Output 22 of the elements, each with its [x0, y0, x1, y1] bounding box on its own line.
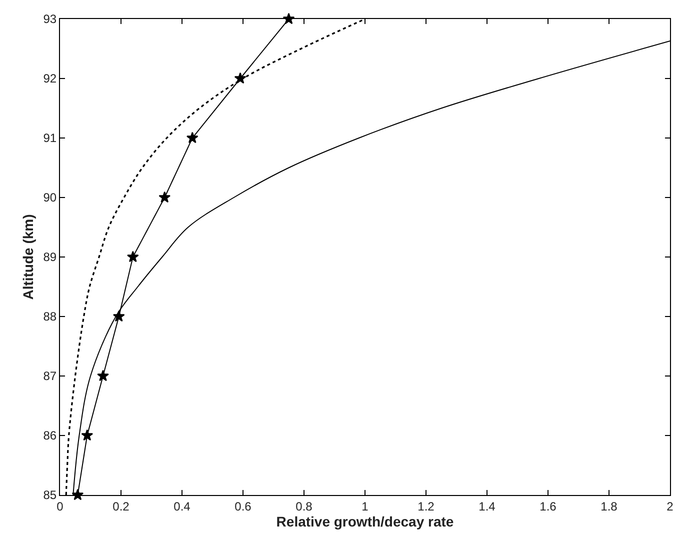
x-tick-label: 1.6 [540, 499, 557, 514]
y-tick-label: 89 [43, 250, 57, 264]
x-tick-label: 1.8 [600, 499, 618, 514]
x-tick-label: 0.8 [296, 499, 313, 514]
x-tick-label: 0.2 [112, 499, 130, 514]
x-tick-label: 0.4 [174, 499, 191, 514]
y-tick-label: 92 [43, 72, 57, 86]
y-tick-label: 88 [43, 310, 57, 324]
x-tick-label: 1 [362, 499, 369, 514]
x-axis-title: Relative growth/decay rate [276, 514, 454, 530]
y-tick-label: 90 [43, 190, 57, 205]
y-tick-label: 86 [43, 428, 57, 443]
x-tick-label: 1.2 [418, 499, 435, 514]
x-tick-label: 0.6 [234, 499, 252, 514]
y-tick-label: 91 [43, 131, 57, 146]
y-tick-label: 85 [43, 488, 57, 502]
x-tick-label: 1.4 [478, 499, 496, 514]
x-tick-label: 2 [666, 499, 674, 514]
y-axis-title: Altitude (km) [20, 214, 36, 300]
x-tick-label: 0 [56, 499, 64, 514]
y-tick-label: 93 [43, 12, 57, 26]
y-tick-label: 87 [43, 369, 57, 384]
